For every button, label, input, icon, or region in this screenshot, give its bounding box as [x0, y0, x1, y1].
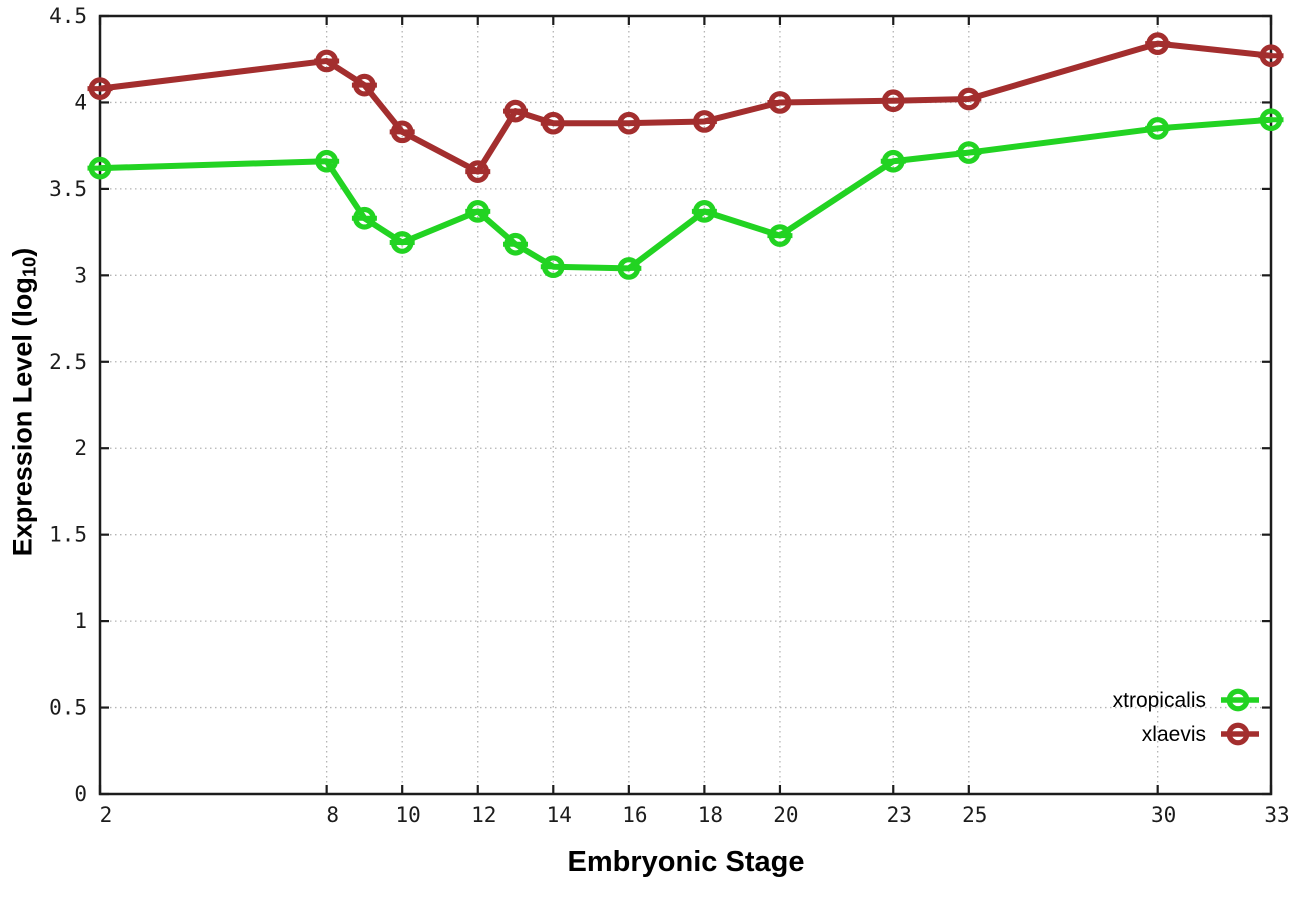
y-axis-title-prefix: Expression Level (log — [7, 277, 38, 557]
data-point-marker-xlaevis — [957, 87, 981, 111]
data-point-marker-xlaevis — [1259, 44, 1283, 68]
y-tick-label: 0 — [74, 782, 87, 806]
y-tick-label: 1 — [74, 609, 87, 633]
x-axis-title: Embryonic Stage — [567, 846, 805, 878]
y-tick-label: 3.5 — [49, 177, 87, 201]
data-point-marker-xlaevis — [1146, 32, 1170, 56]
data-point-marker-xtropicalis — [88, 156, 112, 180]
y-tick-label: 3 — [74, 263, 87, 287]
x-tick-label: 25 — [962, 803, 987, 827]
x-tick-label: 18 — [698, 803, 723, 827]
x-tick-label: 33 — [1264, 803, 1289, 827]
x-tick-label: 16 — [622, 803, 647, 827]
legend-label-xtropicalis: xtropicalis — [1113, 689, 1206, 712]
x-tick-label: 30 — [1151, 803, 1176, 827]
data-point-marker-xlaevis — [504, 99, 527, 123]
y-tick-label: 4.5 — [49, 4, 87, 28]
y-axis-title-suffix: ) — [7, 247, 38, 257]
data-point-marker-xlaevis — [315, 49, 338, 73]
plot-border — [98, 14, 1273, 796]
data-point-marker-xlaevis — [881, 89, 905, 113]
legend-marker-xtropicalis — [1226, 688, 1250, 712]
y-axis-title: Expression Level (log10) — [8, 248, 41, 557]
data-point-marker-xtropicalis — [957, 141, 981, 164]
data-point-marker-xtropicalis — [693, 200, 716, 223]
data-point-marker-xtropicalis — [390, 231, 414, 254]
legend-marker-xlaevis — [1226, 722, 1250, 746]
data-point-marker-xtropicalis — [504, 232, 527, 256]
data-point-marker-xtropicalis — [1259, 108, 1283, 132]
data-point-marker-xtropicalis — [541, 255, 565, 279]
y-axis-title-subscript: 10 — [18, 256, 40, 278]
data-point-marker-xlaevis — [390, 120, 414, 144]
data-point-marker-xlaevis — [353, 73, 376, 97]
y-tick-label: 4 — [74, 90, 87, 114]
data-point-marker-xtropicalis — [1146, 117, 1170, 140]
x-tick-label: 20 — [773, 803, 798, 827]
data-point-marker-xlaevis — [768, 91, 792, 114]
data-point-marker-xtropicalis — [466, 200, 490, 223]
series-line-xtropicalis — [97, 116, 1274, 272]
data-point-marker-xlaevis — [617, 111, 641, 135]
legend-label-xlaevis: xlaevis — [1142, 723, 1206, 746]
x-tick-label: 12 — [471, 803, 496, 827]
data-point-marker-xlaevis — [466, 160, 490, 183]
x-tick-label: 10 — [396, 803, 421, 827]
series-line-xlaevis — [97, 40, 1274, 175]
y-tick-label: 2.5 — [49, 350, 87, 374]
x-tick-label: 2 — [100, 803, 113, 827]
data-point-marker-xtropicalis — [315, 149, 338, 173]
data-point-marker-xlaevis — [88, 77, 112, 100]
data-point-marker-xlaevis — [693, 110, 716, 133]
y-tick-label: 0.5 — [49, 696, 87, 720]
y-tick-label: 1.5 — [49, 523, 87, 547]
data-point-marker-xtropicalis — [617, 257, 641, 280]
data-point-marker-xlaevis — [541, 111, 565, 135]
x-tick-label: 14 — [547, 803, 572, 827]
y-tick-label: 2 — [74, 436, 87, 460]
data-point-marker-xtropicalis — [353, 206, 376, 230]
data-point-marker-xtropicalis — [881, 149, 905, 173]
x-tick-label: 23 — [887, 803, 912, 827]
x-tick-label: 8 — [326, 803, 339, 827]
data-point-marker-xtropicalis — [768, 224, 792, 247]
